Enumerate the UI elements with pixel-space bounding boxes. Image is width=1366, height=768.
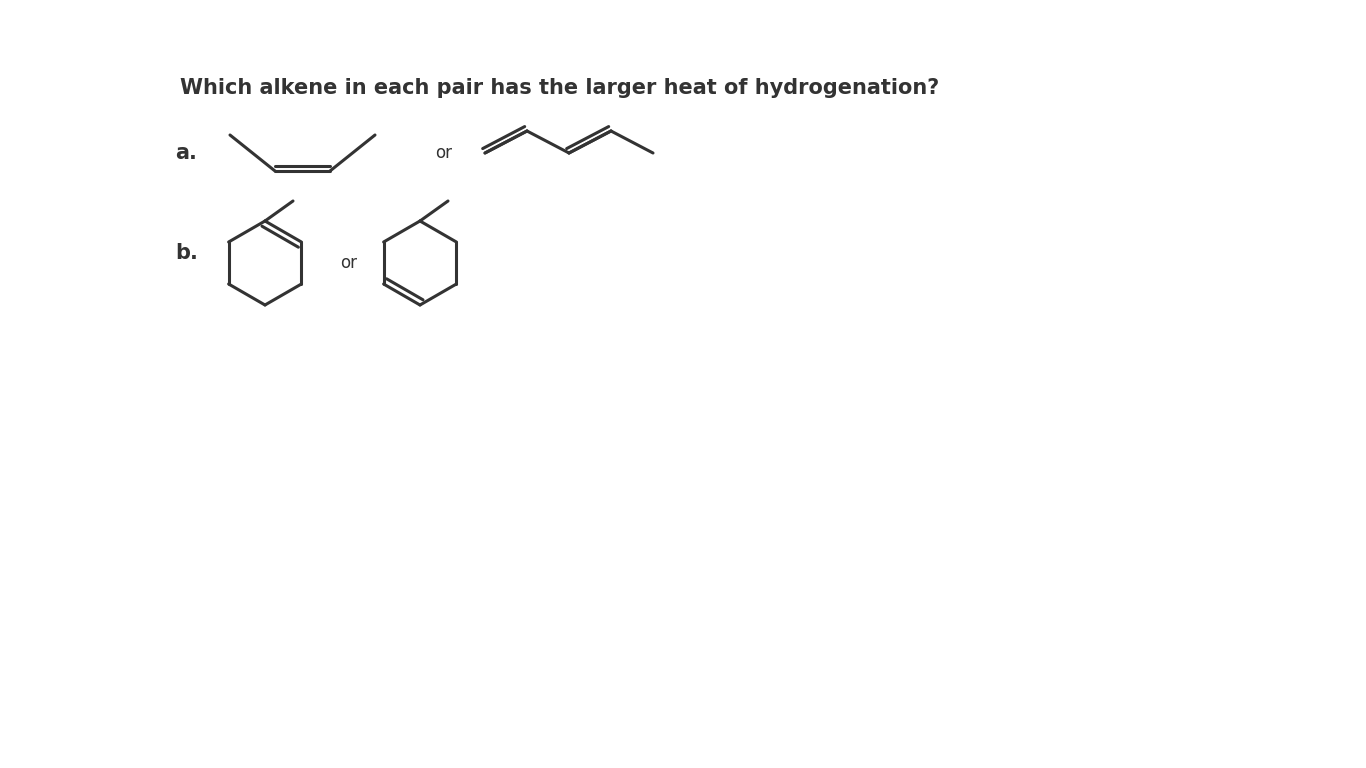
Text: or: or: [340, 254, 357, 272]
Text: a.: a.: [175, 143, 197, 163]
Text: Which alkene in each pair has the larger heat of hydrogenation?: Which alkene in each pair has the larger…: [180, 78, 940, 98]
Text: b.: b.: [175, 243, 198, 263]
Text: or: or: [434, 144, 452, 162]
